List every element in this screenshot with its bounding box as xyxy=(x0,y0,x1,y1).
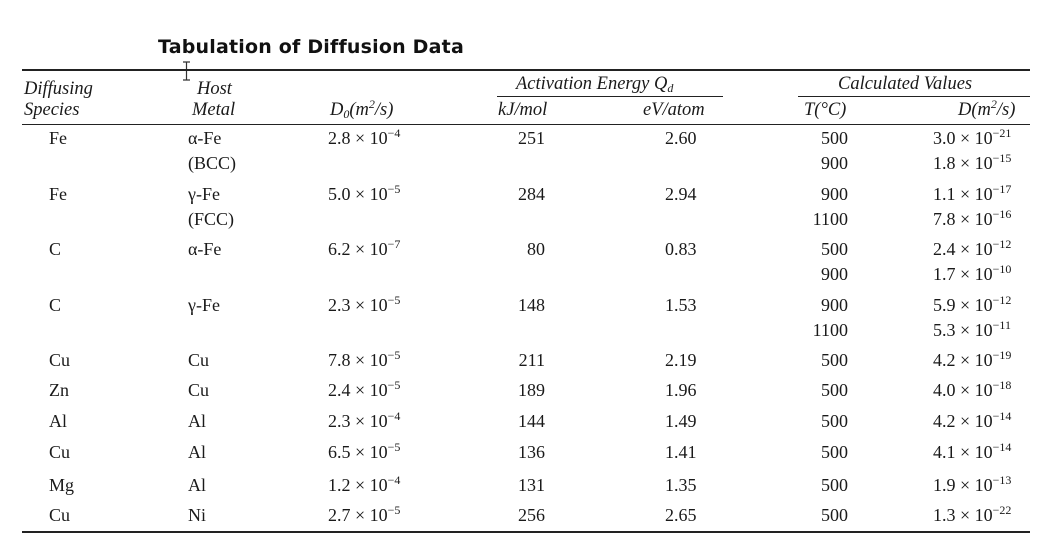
species-cell: C xyxy=(49,295,62,315)
activation-ev-cell: 1.35 xyxy=(665,475,697,495)
temperature-cell: 900 xyxy=(821,264,848,284)
d0-cell: 2.4 × 10−5 xyxy=(328,378,401,400)
diffusion-coefficient-cell: 7.8 × 10−16 xyxy=(933,207,1012,229)
activation-kj-cell: 211 xyxy=(518,350,545,370)
bottom-rule xyxy=(22,531,1030,533)
d0-cell: 2.7 × 10−5 xyxy=(328,503,401,525)
species-cell: Cu xyxy=(49,505,71,525)
host-structure-cell: (BCC) xyxy=(188,153,237,173)
d0-cell: 7.8 × 10−5 xyxy=(328,348,401,370)
d0-cell: 2.3 × 10−5 xyxy=(328,293,401,315)
host-cell: Al xyxy=(188,411,206,431)
diffusion-coefficient-cell: 1.3 × 10−22 xyxy=(933,503,1012,525)
header-species: Species xyxy=(24,100,80,120)
header-d-value: D(m2/s) xyxy=(958,97,1016,120)
activation-kj-cell: 148 xyxy=(518,295,545,315)
header-temperature: T(°C) xyxy=(804,100,847,120)
diffusion-coefficient-cell: 1.7 × 10−10 xyxy=(933,262,1012,284)
d0-cell: 6.5 × 10−5 xyxy=(328,440,401,462)
diffusion-coefficient-cell: 5.9 × 10−12 xyxy=(933,293,1012,315)
activation-ev-cell: 2.65 xyxy=(665,505,697,525)
activation-kj-cell: 256 xyxy=(518,505,545,525)
diffusion-coefficient-cell: 4.0 × 10−18 xyxy=(933,378,1012,400)
species-cell: Fe xyxy=(49,184,67,204)
species-cell: C xyxy=(49,239,62,259)
species-cell: Zn xyxy=(49,380,69,400)
temperature-cell: 1100 xyxy=(812,209,848,229)
host-cell: Al xyxy=(188,475,206,495)
text-cursor-icon xyxy=(183,61,190,81)
host-cell: Cu xyxy=(188,380,210,400)
temperature-cell: 900 xyxy=(821,184,848,204)
activation-ev-cell: 1.96 xyxy=(665,380,697,400)
activation-kj-cell: 251 xyxy=(518,128,545,148)
diffusion-coefficient-cell: 2.4 × 10−12 xyxy=(933,237,1012,259)
temperature-cell: 1100 xyxy=(812,320,848,340)
header-ev-atom: eV/atom xyxy=(643,100,705,120)
d0-cell: 2.3 × 10−4 xyxy=(328,409,401,431)
d0-cell: 1.2 × 10−4 xyxy=(328,473,401,495)
activation-kj-cell: 144 xyxy=(518,411,545,431)
activation-kj-cell: 80 xyxy=(527,239,545,259)
host-cell: Ni xyxy=(188,505,206,525)
header-kj-mol: kJ/mol xyxy=(498,100,548,120)
activation-ev-cell: 1.53 xyxy=(665,295,697,315)
host-cell: Cu xyxy=(188,350,210,370)
diffusion-coefficient-cell: 4.2 × 10−14 xyxy=(933,409,1012,431)
species-cell: Fe xyxy=(49,128,67,148)
header-calculated-values: Calculated Values xyxy=(838,74,973,94)
temperature-cell: 500 xyxy=(821,442,848,462)
diffusion-coefficient-cell: 3.0 × 10−21 xyxy=(933,126,1012,148)
temperature-cell: 500 xyxy=(821,411,848,431)
header-metal: Metal xyxy=(192,100,236,120)
table-title: Tabulation of Diffusion Data xyxy=(158,36,464,58)
diffusion-coefficient-cell: 1.8 × 10−15 xyxy=(933,151,1012,173)
activation-kj-cell: 284 xyxy=(518,184,545,204)
diffusion-coefficient-cell: 5.3 × 10−11 xyxy=(933,318,1011,340)
temperature-cell: 500 xyxy=(821,350,848,370)
activation-ev-cell: 1.41 xyxy=(665,442,697,462)
d0-cell: 5.0 × 10−5 xyxy=(328,182,401,204)
host-cell: γ-Fe xyxy=(188,184,220,204)
header-diffusing: Diffusing xyxy=(24,79,93,99)
activation-ev-cell: 0.83 xyxy=(665,239,697,259)
host-cell: γ-Fe xyxy=(188,295,220,315)
species-cell: Mg xyxy=(49,475,75,495)
d0-cell: 6.2 × 10−7 xyxy=(328,237,401,259)
temperature-cell: 500 xyxy=(821,128,848,148)
host-structure-cell: (FCC) xyxy=(188,209,235,229)
calculated-values-underline xyxy=(798,96,1030,97)
activation-ev-cell: 2.60 xyxy=(665,128,697,148)
diffusion-coefficient-cell: 1.9 × 10−13 xyxy=(933,473,1012,495)
header-activation-energy: Activation Energy Qd xyxy=(516,74,674,95)
activation-kj-cell: 131 xyxy=(518,475,545,495)
species-cell: Al xyxy=(49,411,67,431)
species-cell: Cu xyxy=(49,350,71,370)
temperature-cell: 900 xyxy=(821,153,848,173)
diffusion-coefficient-cell: 4.2 × 10−19 xyxy=(933,348,1012,370)
host-cell: α-Fe xyxy=(188,128,222,148)
temperature-cell: 500 xyxy=(821,239,848,259)
host-cell: α-Fe xyxy=(188,239,222,259)
species-cell: Cu xyxy=(49,442,71,462)
activation-ev-cell: 2.19 xyxy=(665,350,697,370)
activation-ev-cell: 1.49 xyxy=(665,411,697,431)
activation-kj-cell: 189 xyxy=(518,380,545,400)
diffusion-coefficient-cell: 1.1 × 10−17 xyxy=(933,182,1012,204)
temperature-cell: 500 xyxy=(821,505,848,525)
diffusion-coefficient-cell: 4.1 × 10−14 xyxy=(933,440,1012,462)
d0-cell: 2.8 × 10−4 xyxy=(328,126,401,148)
host-cell: Al xyxy=(188,442,206,462)
temperature-cell: 900 xyxy=(821,295,848,315)
header-host: Host xyxy=(197,79,232,99)
activation-kj-cell: 136 xyxy=(518,442,545,462)
temperature-cell: 500 xyxy=(821,475,848,495)
activation-ev-cell: 2.94 xyxy=(665,184,697,204)
header-d0: D0(m2/s) xyxy=(330,97,394,121)
activation-energy-underline xyxy=(497,96,723,97)
top-rule xyxy=(22,69,1030,71)
temperature-cell: 500 xyxy=(821,380,848,400)
header-bottom-rule xyxy=(22,124,1030,125)
